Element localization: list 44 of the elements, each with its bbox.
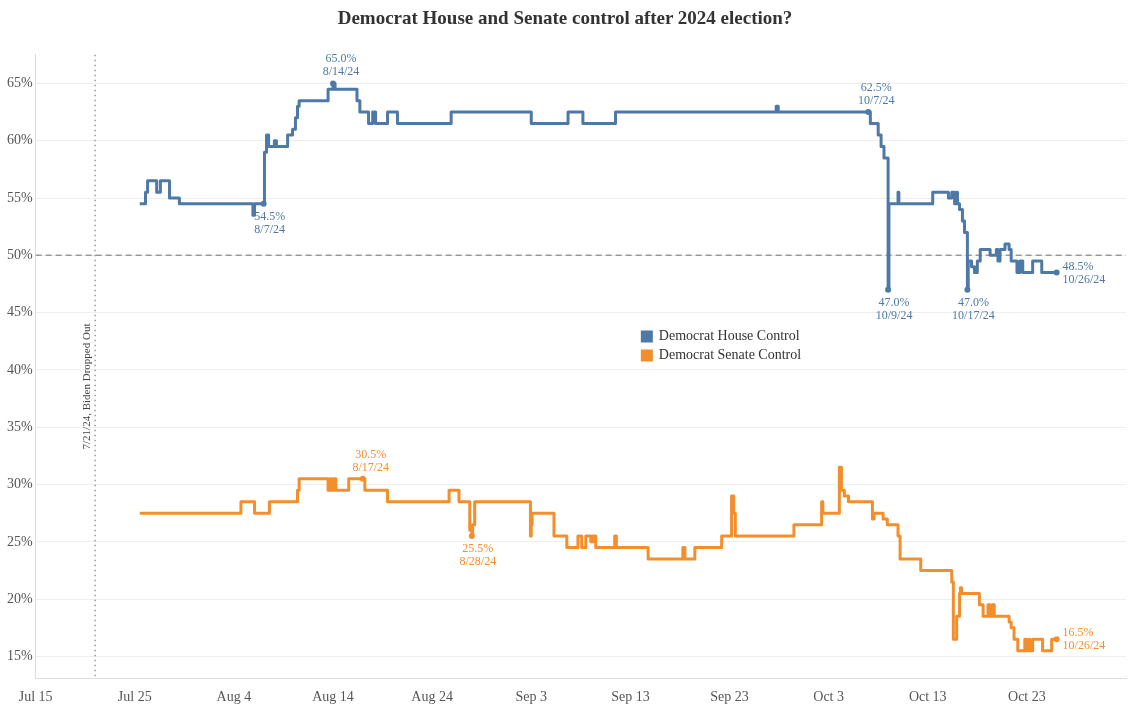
annotation: 47.0% 10/9/24 [875,294,913,322]
y-tick-label: 20% [6,590,33,606]
x-tick-label: Sep 13 [611,689,650,705]
x-tick-label: Jul 15 [18,689,53,705]
x-tick-label: Oct 13 [908,689,947,705]
annotation: 54.5% 8/7/24 [254,208,286,236]
x-tick-label: Aug 14 [312,689,354,705]
y-tick-label: 55% [6,189,33,205]
annotation: 62.5% 10/7/24 [857,80,895,108]
point [1053,636,1060,643]
legend-label: Democrat Senate Control [658,347,802,363]
x-tick-label: Sep 3 [515,689,548,705]
chart-title: Democrat House and Senate control after 2024 election? [337,7,793,29]
y-tick-label: 65% [6,75,33,91]
y-tick-label: 30% [6,476,33,492]
point [865,109,872,116]
annotation: 65.0% 8/14/24 [322,51,360,79]
x-tick-label: Sep 23 [710,689,749,705]
y-tick-label: 35% [6,418,33,434]
y-tick-label: 40% [6,361,33,377]
annotation: 47.0% 10/17/24 [952,294,995,322]
point [359,475,366,482]
point [330,80,337,87]
x-tick-label: Jul 25 [117,689,152,705]
x-tick-label: Aug 24 [411,689,453,705]
y-tick-label: 50% [6,247,33,263]
y-tick-label: 15% [6,648,33,664]
point [1053,269,1060,276]
y-tick-label: 25% [6,533,33,549]
annotation: 48.5% 10/26/24 [1062,258,1106,286]
point [885,286,892,293]
y-tick-label: 45% [6,304,33,320]
point [964,286,971,293]
y-tick-label: 60% [6,132,33,148]
x-tick-label: Aug 4 [216,689,252,705]
annotation: 16.5% 10/26/24 [1062,625,1106,653]
point [260,200,267,207]
point [468,533,475,540]
annotation: 30.5% 8/17/24 [352,446,390,474]
legend-label: Democrat House Control [658,328,800,344]
x-tick-label: Oct 23 [1008,689,1046,705]
ref-line-label: 7/21/24, Biden Dropped Out [80,323,93,450]
x-tick-label: Oct 3 [813,689,844,705]
annotation: 25.5% 8/28/24 [459,541,497,569]
